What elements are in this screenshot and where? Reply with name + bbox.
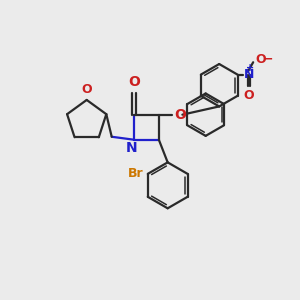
Text: +: +: [246, 63, 254, 73]
Text: N: N: [126, 141, 137, 155]
Text: O: O: [174, 108, 186, 122]
Text: Br: Br: [128, 167, 143, 180]
Text: N: N: [244, 68, 255, 81]
Text: O: O: [255, 53, 266, 66]
Text: O: O: [244, 89, 254, 102]
Text: O: O: [81, 83, 92, 96]
Text: −: −: [263, 53, 274, 66]
Text: O: O: [128, 75, 140, 89]
